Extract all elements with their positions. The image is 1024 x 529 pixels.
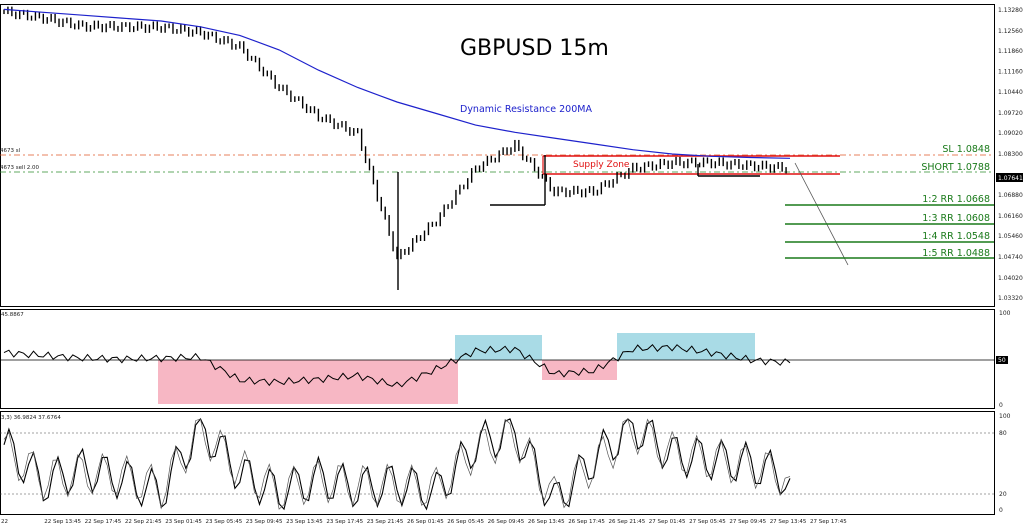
price-tick: 1.12560 — [998, 28, 1023, 35]
price-tick: 1.08300 — [998, 151, 1023, 158]
stoch-panel: 3,3) 36.9824 37.6764 100 80 20 0 — [0, 413, 1011, 514]
stoch-scale-100: 100 — [999, 413, 1011, 420]
price-tick: 1.03320 — [998, 295, 1023, 302]
rsi-scale-0: 0 — [999, 402, 1003, 409]
panel-frames — [0, 4, 995, 515]
time-tick: 27 Sep 13:45 — [770, 519, 807, 525]
structure-lines — [397, 155, 760, 290]
stoch-d-line — [3, 418, 791, 510]
time-tick: 26 Sep 13:45 — [528, 519, 565, 525]
time-tick: 26 Sep 21:45 — [609, 519, 646, 525]
rsi-panel: 45.8867 100 50 0 — [0, 310, 1011, 409]
time-tick: 23 Sep 05:45 — [206, 519, 243, 525]
price-tick: 1.11860 — [998, 48, 1023, 55]
time-tick: 23 Sep 01:45 — [165, 519, 202, 525]
price-axis: 1.13280 1.12560 1.11860 1.11160 1.10440 1.097… — [998, 7, 1023, 302]
rsi-scale-50-tag — [996, 356, 1008, 364]
time-tick: 22 Sep 21:45 — [125, 519, 162, 525]
time-tick: 27 Sep 01:45 — [649, 519, 686, 525]
time-tick: 26 Sep 17:45 — [568, 519, 605, 525]
time-tick: 23 Sep 21:45 — [367, 519, 404, 525]
price-tick: 1.11160 — [998, 68, 1023, 75]
price-tick: 1.04020 — [998, 275, 1023, 282]
price-tick: 1.13280 — [998, 7, 1023, 14]
price-tick: 1.06880 — [998, 192, 1023, 199]
ma-200-line — [3, 8, 791, 159]
supply-zone-label: Supply Zone — [573, 160, 630, 170]
stoch-scale-20: 20 — [999, 491, 1007, 498]
rsi-bull-zone-1 — [455, 335, 542, 360]
current-price-label: 1.07641 — [998, 175, 1023, 182]
rsi-scale-100: 100 — [999, 310, 1011, 317]
stoch-k-line — [3, 417, 791, 511]
time-tick: 22 Sep 13:45 — [44, 519, 81, 525]
sl-label: SL 1.0848 — [942, 144, 990, 155]
time-tick: 26 Sep 09:45 — [488, 519, 525, 525]
time-tick: 27 Sep 17:45 — [810, 519, 847, 525]
rsi-bull-zone-2 — [617, 333, 755, 360]
price-tick: 1.04740 — [998, 254, 1023, 261]
price-panel: 4673 sl 4673 sell 2.00 Supply Zone — [0, 6, 1023, 302]
price-tick: 1.06160 — [998, 213, 1023, 220]
chart-title: GBPUSD 15m — [460, 36, 609, 61]
time-tick: 23 Sep 13:45 — [286, 519, 323, 525]
target-label-1: 1:2 RR 1.0668 — [922, 194, 990, 205]
order-label-bottom: 4673 sell 2.00 — [0, 165, 40, 171]
stoch-scale-80: 80 — [999, 430, 1007, 437]
target-label-3: 1:4 RR 1.0548 — [922, 231, 990, 242]
time-tick: 26 Sep 01:45 — [407, 519, 444, 525]
time-tick: 23 Sep 17:45 — [326, 519, 363, 525]
order-label-top: 4673 sl — [0, 148, 21, 154]
rsi-bear-zone-2 — [542, 360, 617, 380]
target-label-4: 1:5 RR 1.0488 — [922, 248, 990, 259]
time-tick: 27 Sep 05:45 — [689, 519, 726, 525]
price-tick: 1.09020 — [998, 130, 1023, 137]
target-label-2: 1:3 RR 1.0608 — [922, 213, 990, 224]
dynamic-resistance-label: Dynamic Resistance 200MA — [460, 104, 592, 115]
price-series — [3, 6, 787, 260]
time-tick: 22 Sep 17:45 — [85, 519, 122, 525]
stoch-scale-0: 0 — [999, 507, 1003, 514]
rsi-line — [3, 343, 791, 388]
rsi-value-label: 45.8867 — [1, 312, 24, 318]
current-price-tag — [996, 173, 1023, 182]
target-lines — [785, 204, 994, 259]
supply-zone-box — [542, 155, 840, 175]
price-tick: 1.09720 — [998, 110, 1023, 117]
price-tick: 1.05460 — [998, 233, 1023, 240]
short-label: SHORT 1.0788 — [921, 162, 990, 173]
time-tick: 22 — [1, 519, 8, 525]
time-axis: 22 22 Sep 13:45 22 Sep 17:45 22 Sep 21:45 23… — [1, 519, 847, 525]
projection-line — [794, 162, 849, 266]
price-tick: 1.10440 — [998, 89, 1023, 96]
stoch-value-label: 3,3) 36.9824 37.6764 — [1, 415, 61, 421]
rsi-scale-50: 50 — [998, 357, 1006, 364]
time-tick: 23 Sep 09:45 — [246, 519, 283, 525]
time-tick: 27 Sep 09:45 — [729, 519, 766, 525]
time-tick: 26 Sep 05:45 — [447, 519, 484, 525]
